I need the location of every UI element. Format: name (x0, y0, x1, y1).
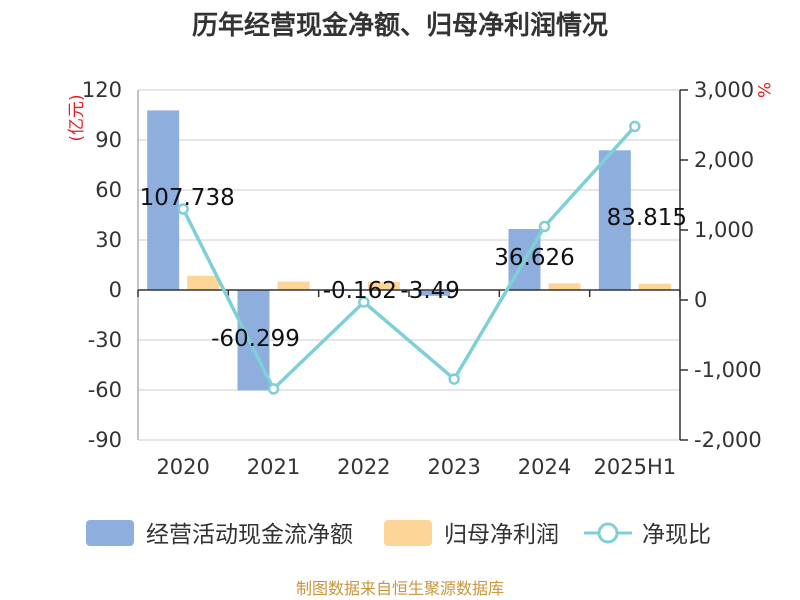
bar-profit-2022 (367, 282, 400, 290)
left-tick-label: -60 (88, 378, 122, 402)
right-tick-label: 1,000 (694, 218, 754, 242)
data-label-cash-2023: -3.49 (400, 278, 460, 304)
legend: 经营活动现金流净额 归母净利润 净现比 (86, 520, 711, 548)
grid (138, 89, 680, 441)
axes (137, 90, 681, 440)
right-tick-label: 2,000 (694, 148, 754, 172)
left-tick-label: 30 (95, 228, 122, 252)
data-label-cash-2020: 107.738 (140, 185, 235, 211)
category-label-2020: 2020 (156, 455, 209, 479)
bar-profit-2021 (277, 281, 310, 290)
legend-label-cash: 经营活动现金流净额 (146, 522, 353, 548)
category-label-2021: 2021 (247, 455, 300, 479)
ratio-line (177, 120, 641, 395)
ratio-point-2025H1 (629, 120, 641, 133)
data-label-cash-2021: -60.299 (211, 326, 300, 352)
ratio-line-path (181, 125, 637, 391)
ratio-point-2024 (538, 220, 551, 233)
ratio-point-2022 (358, 296, 370, 308)
category-labels: 2020 2021 2022 2023 2024 2025H1 (156, 455, 676, 479)
left-tick-label: -90 (88, 428, 122, 452)
bar-cash-2020 (147, 110, 180, 290)
left-axis-ticks: 120 90 60 30 0 -30 -60 -90 (82, 78, 122, 452)
legend-swatch-ratio-marker (597, 522, 619, 544)
right-tick-label: 3,000 (694, 78, 754, 102)
right-tick-label: -1,000 (694, 358, 762, 382)
category-label-2023: 2023 (427, 455, 480, 479)
source-note: 制图数据来自恒生聚源数据库 (296, 579, 504, 598)
right-axis-unit: % (753, 82, 773, 98)
bar-cash-2023 (418, 290, 451, 296)
legend-label-ratio: 净现比 (642, 522, 711, 548)
bar-profit-2025H1 (638, 283, 671, 290)
data-label-cash-2024: 36.626 (494, 245, 574, 271)
left-tick-label: 90 (95, 128, 122, 152)
bar-profit-2024 (548, 283, 581, 290)
right-tick-label: -2,000 (694, 428, 762, 452)
left-tick-label: 60 (95, 178, 122, 202)
ratio-point-2020 (177, 203, 189, 215)
right-tick-label: 0 (694, 288, 707, 312)
ratio-point-2021 (267, 383, 280, 395)
left-tick-label: 120 (82, 78, 122, 102)
bar-profit-2020 (187, 275, 220, 290)
legend-label-profit: 归母净利润 (444, 522, 559, 548)
data-labels: 107.738 -60.299 -0.162 -3.49 36.626 83.815 (140, 185, 687, 352)
data-label-cash-2022: -0.162 (323, 278, 397, 304)
category-label-2022: 2022 (337, 455, 390, 479)
legend-swatch-profit (384, 520, 432, 546)
right-axis-ticks: 3,000 2,000 1,000 0 -1,000 -2,000 (680, 78, 762, 452)
category-label-2025H1: 2025H1 (594, 455, 677, 479)
chart-title: 历年经营现金净额、归母净利润情况 (192, 10, 608, 41)
data-label-cash-2025H1: 83.815 (607, 205, 687, 231)
ratio-point-2023 (448, 373, 460, 385)
left-tick-label: 0 (109, 278, 122, 302)
left-tick-label: -30 (88, 328, 122, 352)
bar-cash-2025H1 (598, 150, 631, 290)
category-label-2024: 2024 (518, 455, 571, 479)
legend-swatch-cash (86, 520, 134, 546)
left-axis-unit: (亿元) (67, 94, 87, 141)
